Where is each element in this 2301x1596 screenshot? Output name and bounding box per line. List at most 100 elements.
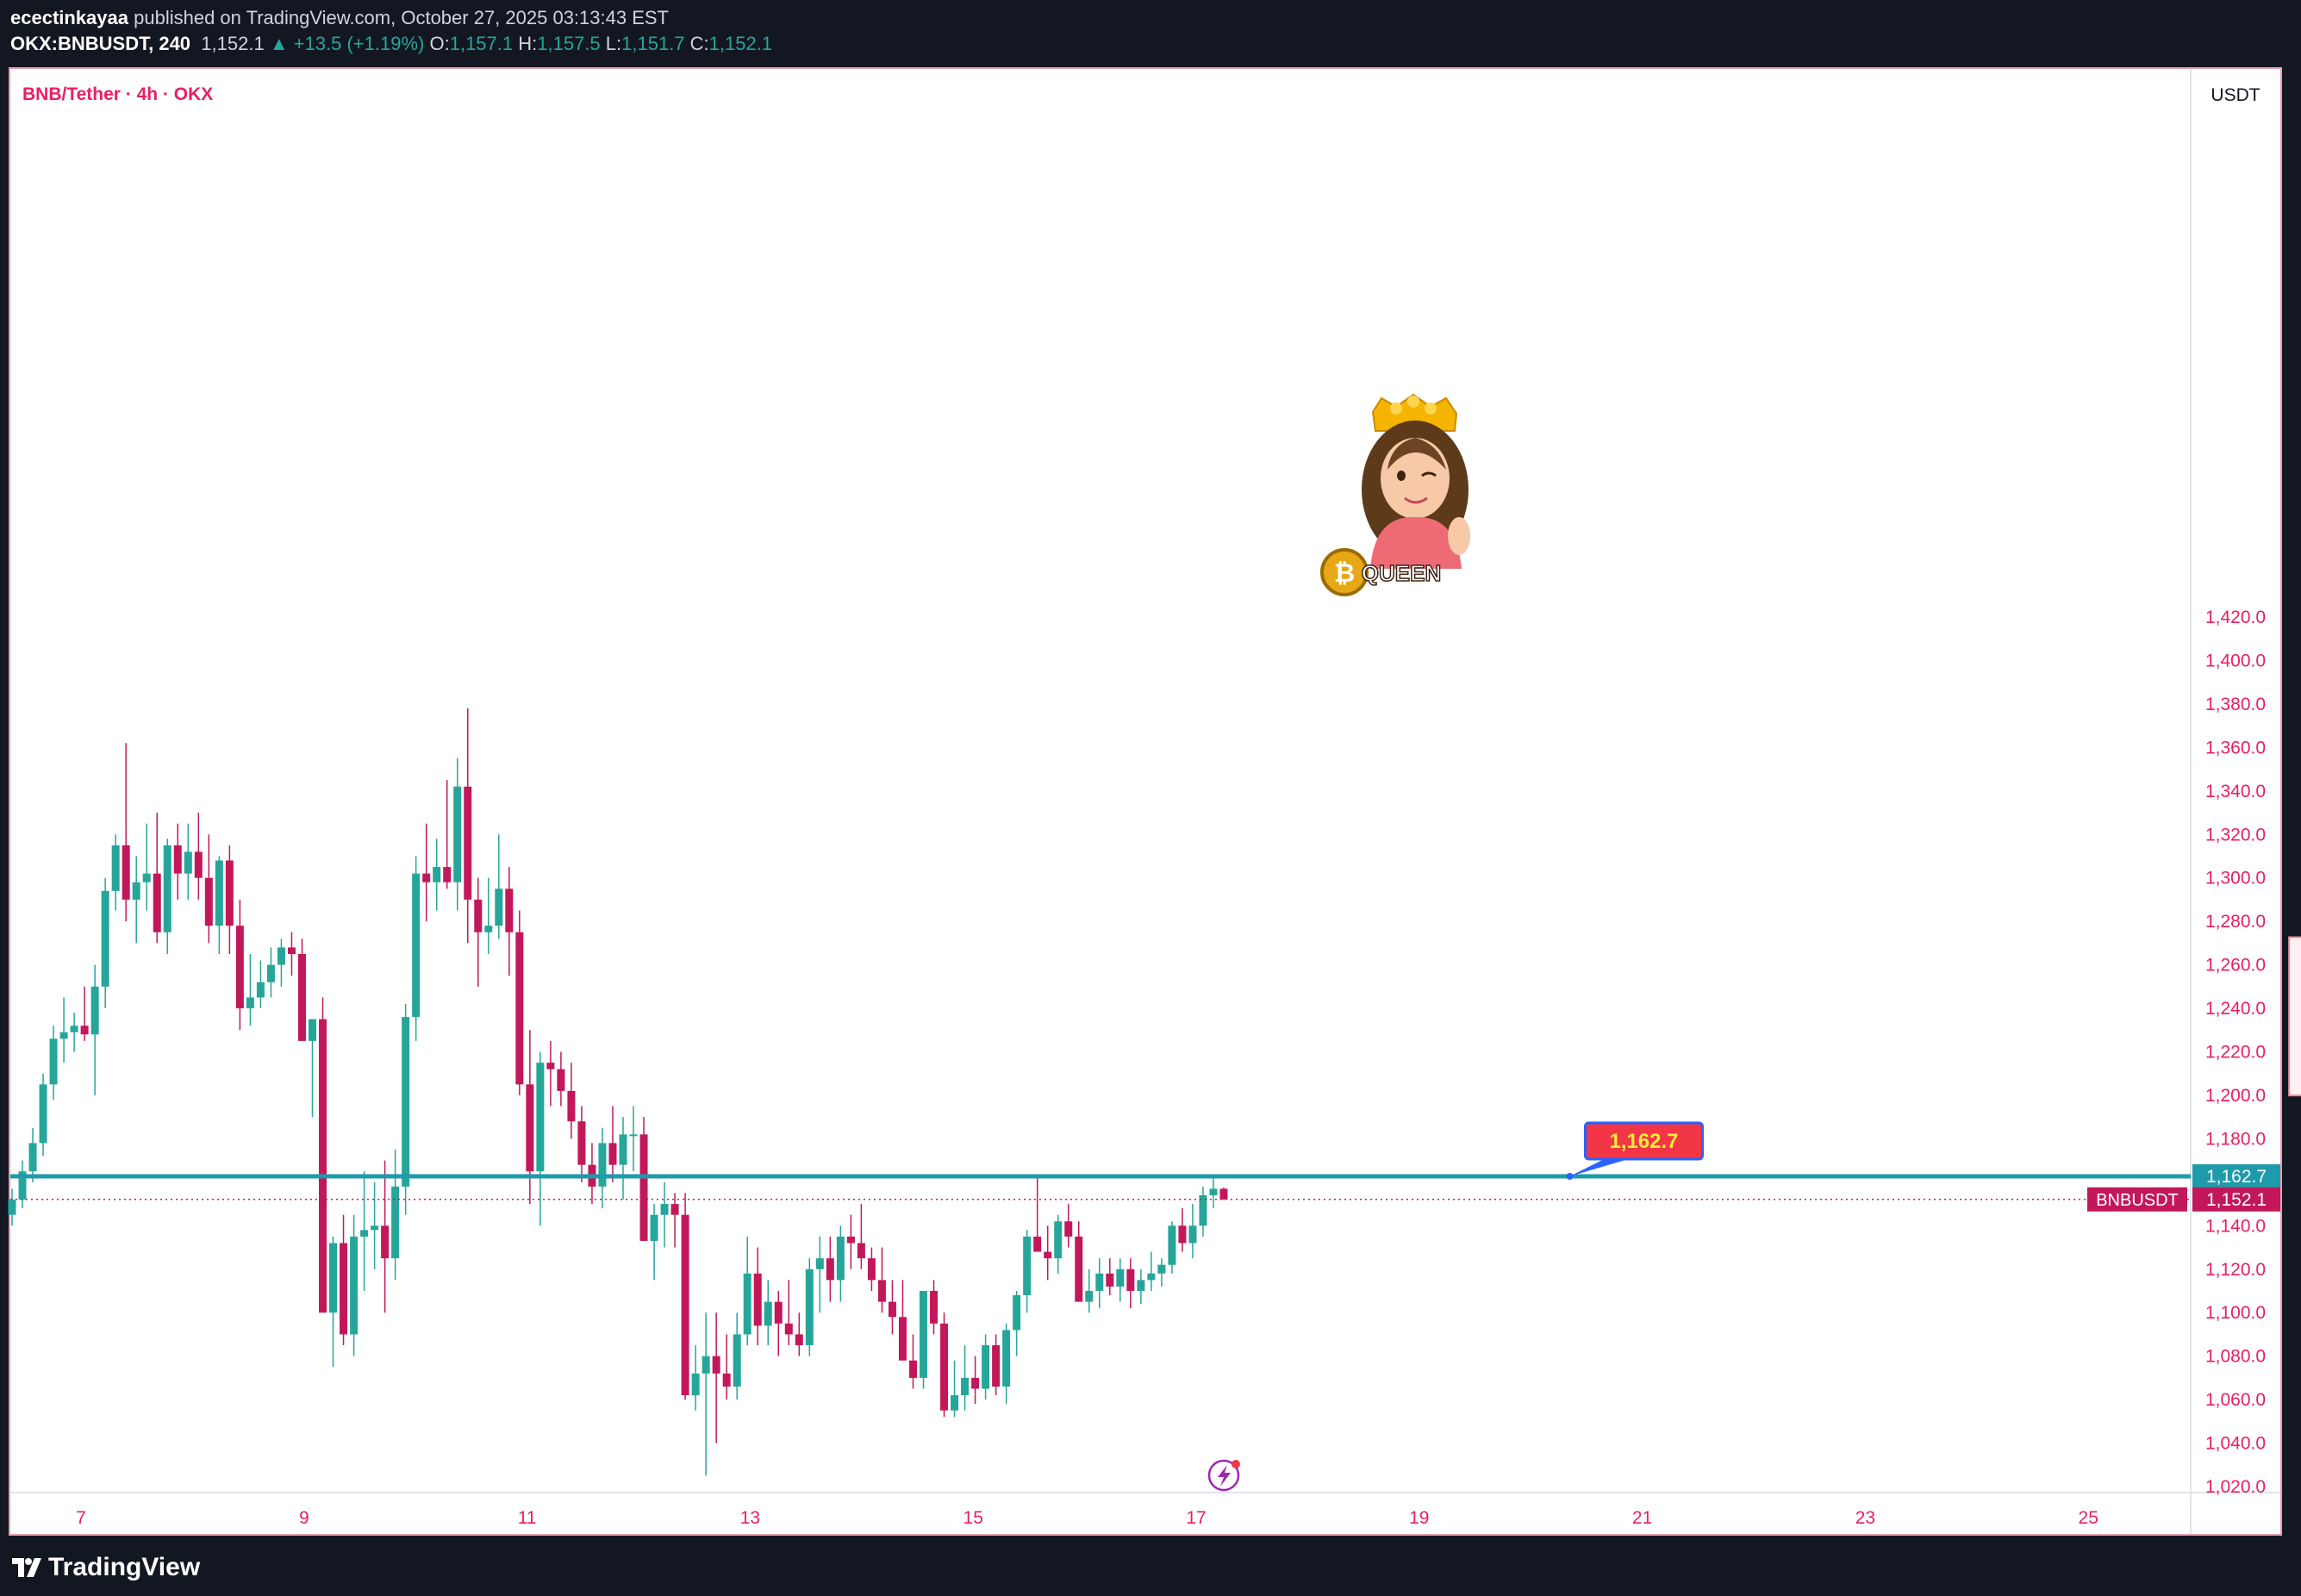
candle-body: [340, 1243, 348, 1335]
lightning-icon[interactable]: [1207, 1459, 1240, 1492]
publisher-name[interactable]: ecectinkayaa: [10, 7, 128, 28]
publish-date: published on TradingView.com, October 27…: [128, 7, 669, 28]
price-tick-label: 1,300.0: [2205, 869, 2266, 888]
candle-body: [49, 1038, 58, 1085]
candle-body: [815, 1258, 824, 1269]
candle-body: [951, 1395, 959, 1411]
time-tick-label: 23: [1855, 1508, 1875, 1528]
time-tick-label: 17: [1186, 1508, 1206, 1528]
candle-body: [101, 890, 109, 987]
last-price: 1,152.1: [201, 33, 265, 54]
time-tick-label: 15: [963, 1508, 983, 1528]
callout-box: [1583, 1121, 1704, 1161]
candle-body: [173, 845, 182, 874]
candle-body: [1044, 1251, 1052, 1259]
candle-body: [90, 986, 99, 1035]
price-tick-label: 1,020.0: [2205, 1477, 2266, 1497]
candle-body: [1147, 1273, 1156, 1281]
header-bar: ecectinkayaa published on TradingView.co…: [0, 0, 2301, 65]
candle-body: [495, 888, 503, 926]
candle-body: [577, 1121, 586, 1165]
candle-body: [163, 845, 171, 932]
candle-body: [484, 926, 493, 932]
resistance-line[interactable]: [10, 1174, 2191, 1200]
candle-body: [381, 1225, 390, 1259]
price-change: ▲ +13.5 (+1.19%): [269, 33, 425, 54]
candle-body: [557, 1069, 565, 1091]
candle-body: [246, 997, 254, 1009]
candle-body: [329, 1243, 338, 1313]
candle-body: [598, 1143, 607, 1187]
tradingview-logo[interactable]: TradingView: [12, 1553, 200, 1582]
candle-body: [619, 1134, 627, 1165]
high-label: H:: [518, 33, 538, 54]
time-tick-label: 7: [76, 1508, 86, 1528]
candle-body: [898, 1317, 907, 1361]
time-tick-label: 25: [2079, 1508, 2098, 1528]
candle-body: [567, 1090, 576, 1122]
candle-body: [1033, 1236, 1042, 1252]
high-value: 1,157.5: [537, 33, 601, 54]
open-label: O:: [429, 33, 450, 54]
price-tick-label: 1,080.0: [2205, 1347, 2266, 1367]
candle-body: [122, 845, 130, 900]
candle-body: [940, 1323, 949, 1411]
price-tick-label: 1,120.0: [2205, 1260, 2266, 1280]
low-value: 1,151.7: [621, 33, 685, 54]
symbol-price-tag: [2087, 1187, 2187, 1212]
candle-body: [28, 1143, 37, 1172]
candle-body: [650, 1214, 658, 1241]
time-axis[interactable]: 7911131517192123252729Nov35791113: [76, 1508, 2301, 1528]
tradingview-logo-icon: [12, 1558, 41, 1577]
price-tick-label: 1,060.0: [2205, 1390, 2266, 1410]
price-tick-label: 1,040.0: [2205, 1434, 2266, 1454]
chart-frame[interactable]: [9, 67, 2282, 1536]
candle-body: [360, 1230, 369, 1237]
target-zone[interactable]: [2288, 936, 2301, 1097]
price-axis[interactable]: 1,020.0 1,040.0 1,060.0 1,080.0 1,100.0 1,120…: [2087, 608, 2280, 1497]
candle-body: [194, 851, 203, 878]
candle-body: [350, 1236, 359, 1335]
candle-body: [319, 1019, 327, 1313]
callout-anchor: [1566, 1173, 1574, 1181]
time-tick-label: 11: [518, 1508, 537, 1528]
close-value: 1,152.1: [708, 33, 773, 54]
candle-body: [287, 947, 296, 954]
candle-body: [888, 1301, 896, 1318]
target-zone-rect: [2288, 936, 2301, 1097]
candle-body: [774, 1301, 783, 1324]
candle-body: [733, 1334, 741, 1387]
candle-body: [1085, 1290, 1094, 1302]
price-tick-label: 1,180.0: [2205, 1129, 2266, 1149]
price-tick-label: 1,100.0: [2205, 1303, 2266, 1323]
line-price-badge: [2192, 1164, 2280, 1189]
symbol-label[interactable]: OKX:BNBUSDT, 240: [10, 33, 191, 54]
candle-body: [992, 1345, 1001, 1387]
candle-body: [433, 867, 441, 882]
candle-body: [474, 899, 483, 932]
price-tick-label: 1,280.0: [2205, 912, 2266, 932]
candle-body: [1075, 1236, 1083, 1302]
candle-body: [691, 1373, 700, 1396]
candle-body: [443, 867, 452, 882]
candle-body: [1126, 1269, 1135, 1291]
price-tick-label: 1,380.0: [2205, 695, 2266, 714]
publish-info: ecectinkayaa published on TradingView.co…: [10, 7, 669, 29]
candle-body: [111, 845, 120, 891]
price-tick-label: 1,360.0: [2205, 738, 2266, 757]
candle-body: [1002, 1330, 1011, 1387]
candle-body: [826, 1258, 834, 1281]
price-tick-label: 1,340.0: [2205, 782, 2266, 801]
candle-body: [1137, 1280, 1145, 1291]
price-callouts[interactable]: 1,162.71,272.71,199.9: [1566, 884, 2301, 1181]
candle-body: [982, 1345, 990, 1389]
symbol-price-tag-text: BNBUSDT: [2096, 1191, 2179, 1210]
candle-body: [920, 1290, 928, 1378]
candle-body: [39, 1084, 47, 1144]
candle-body: [153, 873, 161, 932]
candle-body: [681, 1214, 689, 1396]
footer-bar: TradingView: [0, 1539, 2301, 1596]
candle-body: [1199, 1194, 1207, 1226]
price-tick-label: 1,400.0: [2205, 651, 2266, 670]
